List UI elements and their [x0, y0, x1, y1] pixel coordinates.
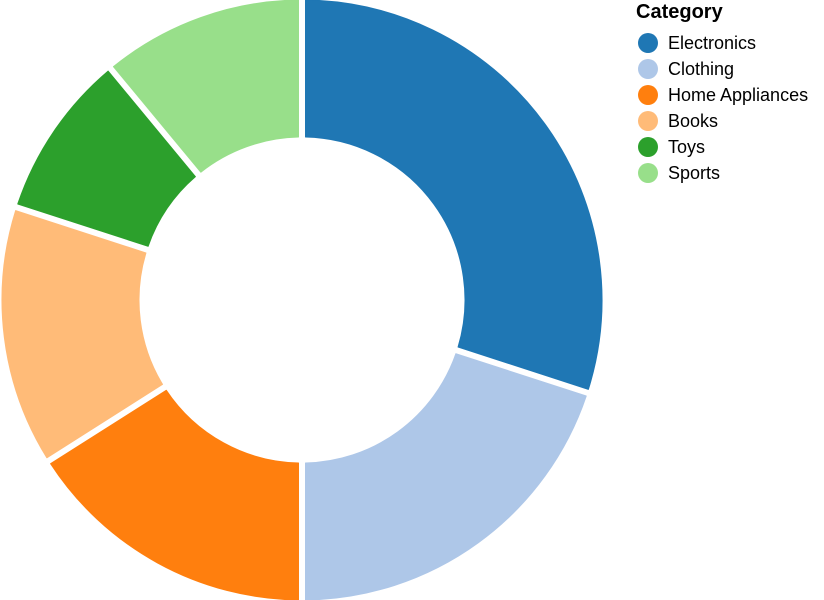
- legend-item-electronics: Electronics: [638, 33, 756, 53]
- slice-sports: [112, 0, 299, 173]
- legend-item-sports: Sports: [638, 163, 720, 183]
- legend-label-books: Books: [668, 111, 718, 131]
- legend-swatch-toys: [638, 137, 658, 157]
- legend: Category Electronics Clothing Home Applian…: [636, 1, 808, 183]
- legend-label-toys: Toys: [668, 137, 705, 157]
- slice-home-appliances: [50, 389, 299, 600]
- legend-label-clothing: Clothing: [668, 59, 734, 79]
- donut-slices: [1, 0, 603, 600]
- legend-item-clothing: Clothing: [638, 59, 734, 79]
- slice-toys: [17, 70, 196, 247]
- legend-swatch-electronics: [638, 33, 658, 53]
- legend-item-toys: Toys: [638, 137, 705, 157]
- legend-swatch-clothing: [638, 59, 658, 79]
- slice-clothing: [305, 353, 587, 600]
- legend-swatch-home-appliances: [638, 85, 658, 105]
- legend-label-home-appliances: Home Appliances: [668, 85, 808, 105]
- legend-item-home-appliances: Home Appliances: [638, 85, 808, 105]
- legend-item-books: Books: [638, 111, 718, 131]
- legend-label-electronics: Electronics: [668, 33, 756, 53]
- legend-swatch-books: [638, 111, 658, 131]
- legend-title: Category: [636, 1, 724, 23]
- slice-books: [1, 210, 164, 459]
- legend-label-sports: Sports: [668, 163, 720, 183]
- slice-electronics: [305, 0, 603, 390]
- legend-items: Electronics Clothing Home Appliances Books T…: [638, 33, 808, 183]
- legend-swatch-sports: [638, 163, 658, 183]
